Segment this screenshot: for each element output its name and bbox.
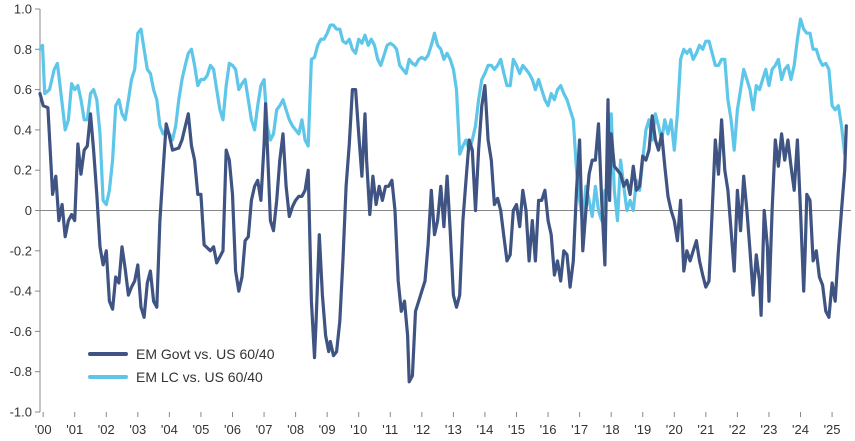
x-tick-label: '14 — [476, 422, 493, 437]
series-line-em-lc — [38, 17, 847, 223]
x-tick-label: '13 — [445, 422, 462, 437]
x-tick-label: '17 — [571, 422, 588, 437]
x-tick-label: '25 — [824, 422, 841, 437]
x-tick-label: '02 — [98, 422, 115, 437]
y-tick-label: 1.0 — [14, 2, 32, 17]
legend-label-em-lc: EM LC vs. US 60/40 — [136, 369, 263, 385]
y-tick-label: 0 — [25, 203, 32, 218]
x-tick-label: '23 — [760, 422, 777, 437]
y-tick-label: -1.0 — [10, 405, 32, 420]
series-line-em-govt — [38, 84, 848, 384]
y-tick-label: 0.2 — [14, 163, 32, 178]
y-tick-label: -0.6 — [10, 324, 32, 339]
x-tick-label: '07 — [256, 422, 273, 437]
y-tick-label: 0.8 — [14, 42, 32, 57]
y-axis: 1.0 0.8 0.6 0.4 0.2 0 -0.2 -0.4 -0.6 -0.8 -1.0 — [10, 2, 40, 420]
y-tick-label: -0.2 — [10, 243, 32, 258]
y-tick-label: 0.6 — [14, 82, 32, 97]
x-tick-label: '24 — [792, 422, 809, 437]
x-tick-label: '05 — [192, 422, 209, 437]
y-tick-label: 0.4 — [14, 122, 32, 137]
x-tick-label: '01 — [66, 422, 83, 437]
x-tick-label: '00 — [35, 422, 52, 437]
x-tick-label: '21 — [697, 422, 714, 437]
x-tick-label: '19 — [634, 422, 651, 437]
x-tick-label: '09 — [319, 422, 336, 437]
y-tick-label: -0.8 — [10, 364, 32, 379]
x-tick-label: '03 — [129, 422, 146, 437]
x-tick-label: '22 — [729, 422, 746, 437]
legend-label-em-govt: EM Govt vs. US 60/40 — [136, 346, 275, 362]
series-lines — [38, 17, 848, 384]
legend: EM Govt vs. US 60/40 EM LC vs. US 60/40 — [88, 346, 275, 385]
x-tick-label: '15 — [508, 422, 525, 437]
x-tick-label: '10 — [350, 422, 367, 437]
y-tick-label: -0.4 — [10, 284, 32, 299]
x-tick-label: '06 — [224, 422, 241, 437]
x-tick-label: '12 — [413, 422, 430, 437]
x-tick-label: '18 — [603, 422, 620, 437]
x-tick-label: '04 — [161, 422, 178, 437]
x-tick-label: '11 — [382, 422, 398, 437]
x-tick-label: '08 — [287, 422, 304, 437]
x-axis: '00 '01 '02 '03 '04 '05 '06 '07 '08 '09 '10 '11 '12 '… — [35, 412, 841, 437]
x-tick-label: '20 — [666, 422, 683, 437]
x-tick-label: '16 — [540, 422, 557, 437]
